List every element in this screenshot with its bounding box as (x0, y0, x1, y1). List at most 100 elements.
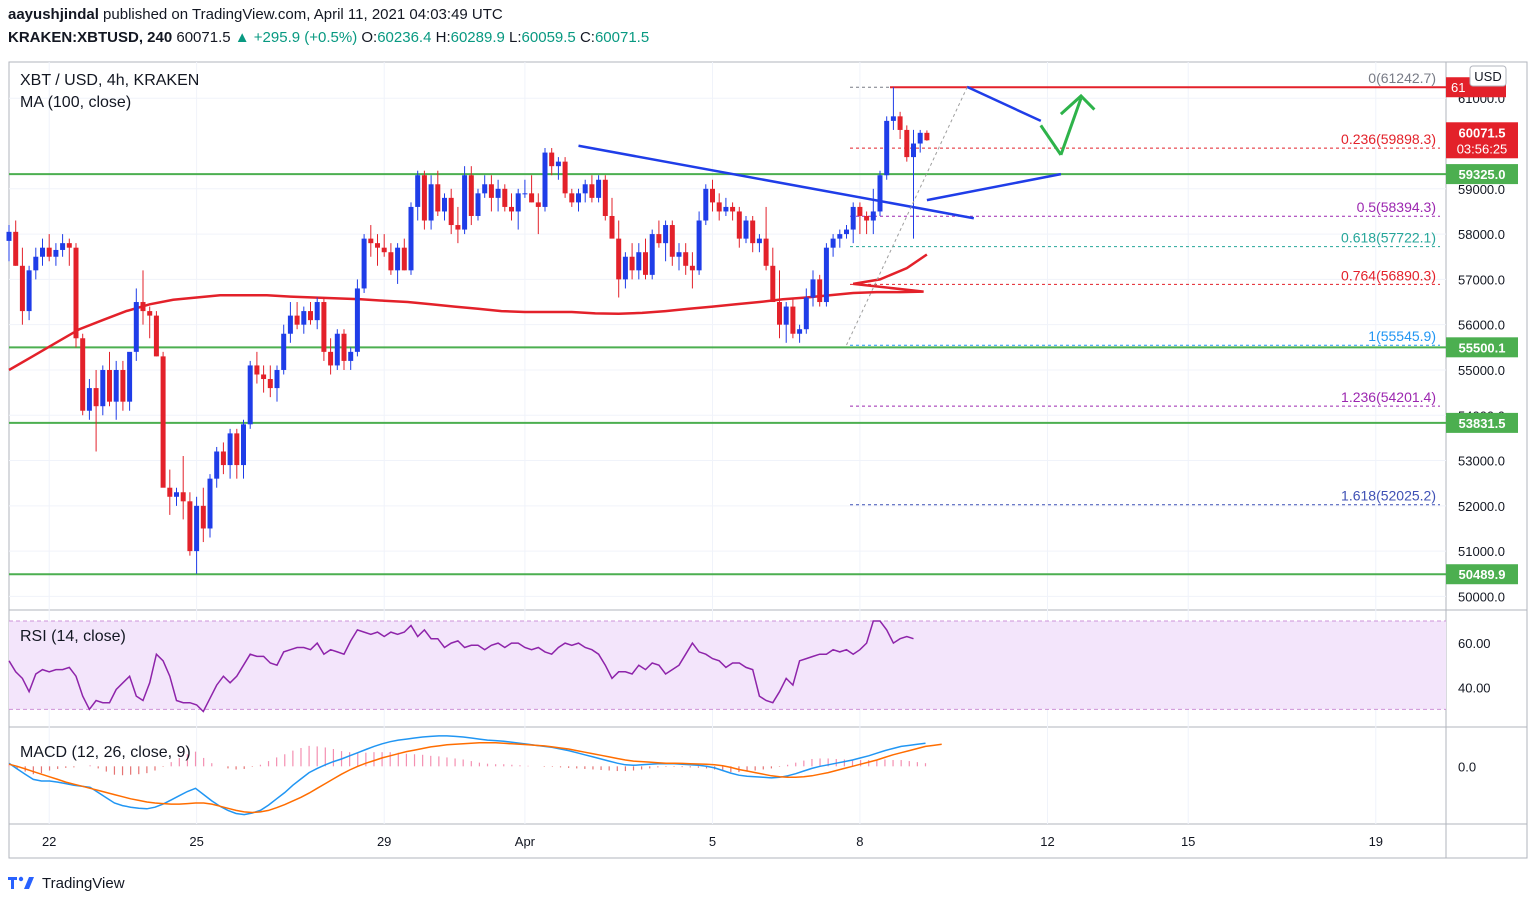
chart-border (8, 61, 1528, 859)
price-tick-label: 55000.0 (1458, 363, 1505, 378)
candle-body (160, 356, 166, 488)
support-tag (1446, 164, 1518, 185)
price-tick-label: 59000.0 (1458, 182, 1505, 197)
candle-body (328, 351, 334, 366)
candle-body (19, 265, 25, 312)
candle-body (750, 220, 756, 244)
last-price-label: 60071.5 (1459, 125, 1506, 140)
price-chart[interactable]: 0(61242.7) 0.236(59898.3) 0.5(58394.3) 0.61… (0, 0, 1536, 870)
pane-labels: XBT / USD, 4h, KRAKEN MA (100, close) RS… (20, 72, 199, 761)
candle-body (294, 315, 300, 325)
fib-label: 0(61242.7) (1368, 70, 1436, 86)
symbol-header: KRAKEN:XBTUSD, 240 60071.5 ▲ +295.9 (+0.… (8, 29, 649, 46)
support-tag-label: 55500.1 (1459, 340, 1506, 355)
candle-body (857, 206, 863, 216)
candle-body (33, 256, 39, 271)
candle-body (911, 143, 916, 158)
candle-body (488, 184, 494, 198)
candle-body (830, 238, 836, 248)
close-value: 60071.5 (594, 29, 650, 46)
open-label: O: (361, 29, 378, 46)
candle-body (13, 231, 19, 266)
candle-body (689, 265, 695, 271)
candle-body (200, 505, 206, 529)
candle-body (381, 247, 387, 253)
candle-body (797, 329, 803, 334)
price-tick-label: 51000.0 (1458, 544, 1505, 559)
price-tick-label: 58000.0 (1458, 227, 1505, 242)
candle-body (770, 265, 776, 303)
candle-body (354, 288, 360, 352)
candle-body (428, 184, 434, 221)
candle-body (803, 297, 809, 330)
close-label: C: (579, 29, 595, 46)
support-tag-label: 59325.0 (1459, 167, 1506, 182)
candle-body (174, 492, 179, 497)
candle-body (468, 175, 474, 216)
candle-body (696, 220, 702, 271)
descending-trend-line (578, 144, 975, 220)
candle-body (60, 243, 66, 250)
macd-pane: 0.0 (8, 735, 1476, 816)
moving-average (8, 253, 928, 372)
tradingview-footer[interactable]: TradingView (8, 874, 125, 892)
candle-body (100, 369, 106, 407)
ascending-triangle-line (926, 172, 1062, 202)
candle-body (743, 220, 749, 239)
candle-body (334, 333, 340, 366)
ma-label: MA (100, close) (20, 94, 131, 111)
fib-label: 0.5(58394.3) (1357, 199, 1436, 215)
rsi-label: RSI (14, close) (20, 628, 126, 645)
fib-label: 1.236(54201.4) (1341, 389, 1436, 405)
time-tick-label: Apr (515, 834, 536, 849)
candle-body (576, 193, 581, 203)
support-tag (1446, 337, 1518, 358)
rsi-tick-label: 40.00 (1458, 680, 1491, 695)
ma-100-line (8, 253, 928, 372)
candle-body (643, 252, 648, 275)
candle-body (401, 247, 407, 271)
open-value: 60236.4 (377, 29, 432, 46)
candle-body (167, 487, 173, 497)
candle-body (555, 161, 561, 167)
projection-arrowhead (1059, 93, 1096, 116)
candle-body (267, 379, 273, 389)
support-tag-label: 50489.9 (1459, 567, 1506, 582)
fib-label: 1.618(52025.2) (1341, 488, 1436, 504)
candle-body (817, 279, 823, 303)
time-tick-label: 12 (1040, 834, 1054, 849)
candle-body (301, 311, 307, 325)
candle-body (609, 215, 615, 239)
candle-body (602, 179, 608, 216)
time-axis[interactable]: 22 25 29 Apr 5 8 12 15 19 (42, 834, 1383, 849)
candle-body (897, 116, 903, 130)
price-axis[interactable]: 50000.051000.052000.053000.054000.055000… (1446, 65, 1518, 604)
candle-body (509, 206, 514, 212)
candle-body (435, 184, 441, 212)
candle-body (281, 333, 287, 370)
candle-body (777, 302, 782, 325)
candle-body (850, 206, 856, 230)
candle-body (73, 247, 79, 339)
candle-body (656, 234, 662, 244)
candle-body (321, 302, 327, 352)
time-tick-label: 15 (1181, 834, 1195, 849)
time-tick-label: 5 (709, 834, 716, 849)
rsi-band (9, 621, 1446, 710)
low-label: L: (509, 29, 522, 46)
time-tick-label: 29 (377, 834, 391, 849)
support-tag (1446, 564, 1518, 585)
candle-body (616, 238, 622, 280)
macd-line (8, 735, 926, 816)
currency-badge (1469, 65, 1507, 87)
candle-body (6, 231, 12, 241)
candle-body (113, 369, 119, 402)
candle-body (140, 302, 146, 312)
candle-body (133, 302, 139, 352)
chart-title: XBT / USD, 4h, KRAKEN (20, 72, 199, 89)
author-name[interactable]: aayushjindal (8, 6, 99, 23)
upper-triangle-line (966, 85, 1042, 123)
candle-body (187, 501, 193, 552)
candle-body (475, 193, 481, 216)
candle-body (810, 279, 816, 298)
